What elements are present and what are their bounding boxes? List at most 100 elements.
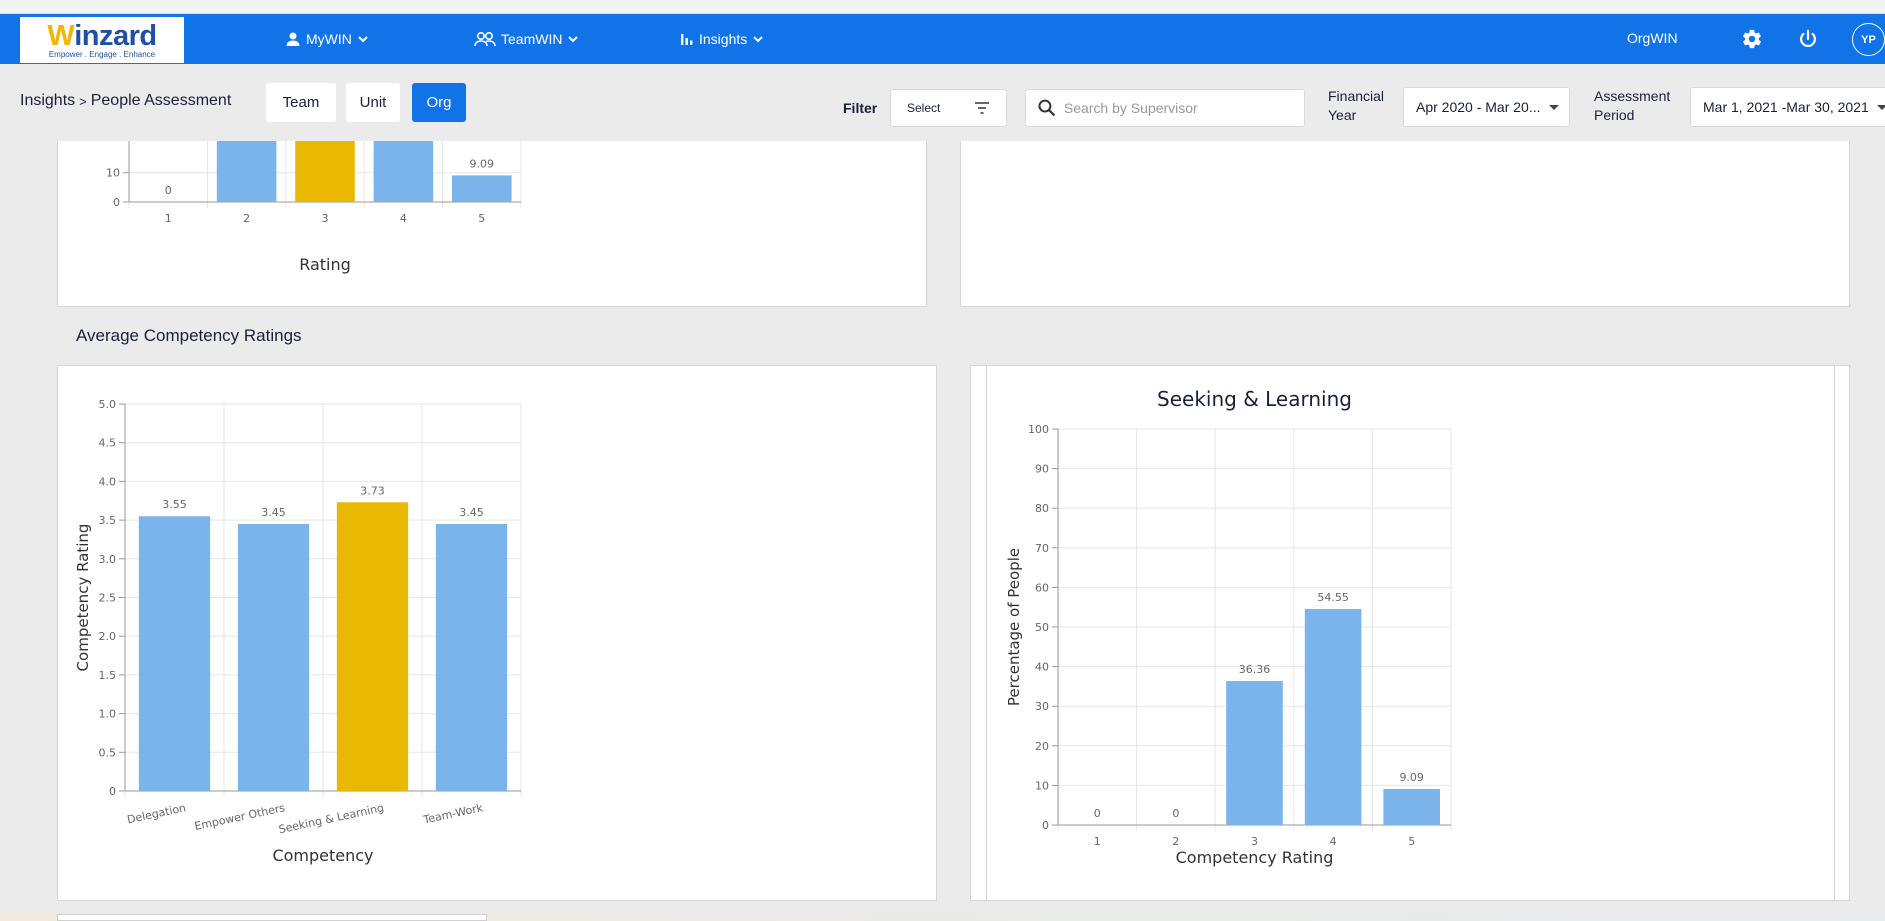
y-tick-label: 20	[1035, 740, 1049, 753]
winzard-logo[interactable]: Winzard Empower . Engage . Enhance	[20, 17, 184, 63]
bar-4	[1304, 608, 1362, 825]
x-tick-label: 3	[322, 212, 329, 225]
x-tick-label: 4	[400, 212, 407, 225]
avg-competency-card: 0 0.5 1.0 1.5 2.0 2.5 3.0 3.5 4.0 4.5 5.0 3.55 Deleg…	[57, 365, 937, 901]
x-tick-label: 5	[1408, 835, 1415, 848]
bar-value-label: 0	[165, 184, 172, 197]
x-tick-label: Empower Others	[193, 801, 286, 833]
y-tick-label: 100	[1028, 423, 1049, 436]
y-tick-label: 0	[1042, 819, 1049, 832]
assessment-period-value: Mar 1, 2021 -Mar 30, 2021	[1703, 99, 1869, 115]
y-tick-label: 2.0	[99, 630, 117, 643]
scope-tab-team[interactable]: Team	[266, 83, 336, 122]
chevron-down-icon	[568, 36, 579, 43]
bar-4	[435, 523, 508, 791]
bar-value-label: 9.09	[470, 157, 495, 170]
nav-insights-label: Insights	[699, 31, 748, 47]
bar-value-label: 54.55	[1317, 591, 1349, 604]
competency-detail-card: 0 10 20 30 40 50 60 70 80 90 100 0 1 0 2 36.36 3 54.55 4 9.…	[970, 365, 1850, 901]
nav-orgwin[interactable]: OrgWIN	[1627, 30, 1678, 46]
bar-value-label: 3.73	[360, 484, 385, 497]
bar-value-label: 0	[1094, 807, 1101, 820]
logo-wordmark: Winzard	[47, 20, 157, 52]
x-axis-label: Competency	[272, 846, 373, 865]
breadcrumb-parent[interactable]: Insights	[20, 92, 76, 109]
bar-2	[237, 523, 310, 791]
y-tick-label: 3.5	[99, 514, 117, 527]
scope-tab-unit[interactable]: Unit	[346, 83, 400, 122]
x-tick-label: 1	[1094, 835, 1101, 848]
y-tick-label: 40	[1035, 661, 1049, 674]
assessment-period-label-line1: Assessment	[1594, 88, 1671, 104]
bar-value-label: 3.45	[261, 506, 286, 519]
bar-3	[295, 141, 355, 202]
gear-icon	[1743, 29, 1761, 49]
y-tick-label: 2.5	[99, 592, 117, 605]
y-axis-label: Percentage of People	[1005, 548, 1023, 706]
x-axis-label: Competency Rating	[1176, 848, 1334, 867]
x-tick-label: 3	[1251, 835, 1258, 848]
search-icon	[1038, 99, 1056, 117]
competency-detail-inner-panel: 0 10 20 30 40 50 60 70 80 90 100 0 1 0 2 36.36 3 54.55 4 9.…	[986, 366, 1835, 901]
financial-year-value: Apr 2020 - Mar 20...	[1416, 99, 1541, 115]
logout-button[interactable]	[1796, 27, 1820, 51]
y-tick-label: 4.0	[99, 475, 117, 488]
bar-5	[452, 175, 512, 202]
y-tick-label: 4.5	[99, 437, 117, 450]
assessment-period-label: Assessment Period	[1594, 87, 1670, 125]
seeking-learning-chart: 0102030405060708090100010236.36354.5549.…	[1005, 387, 1452, 867]
breadcrumb-current: People Assessment	[90, 92, 232, 109]
user-avatar[interactable]: YP	[1852, 23, 1885, 56]
nav-insights[interactable]: Insights	[680, 28, 764, 50]
chart-title: Seeking & Learning	[1157, 387, 1352, 411]
assessment-period-dropdown[interactable]: Mar 1, 2021 -Mar 30, 2021	[1690, 87, 1885, 127]
empty-chart-card	[960, 141, 1850, 307]
financial-year-label: Financial Year	[1328, 87, 1384, 125]
financial-year-label-line1: Financial	[1328, 88, 1385, 104]
nav-mywin-label: MyWIN	[306, 31, 352, 47]
x-tick-label: Seeking & Learning	[278, 801, 386, 836]
y-tick-label: 60	[1035, 581, 1049, 594]
top-navigation-bar	[0, 14, 1885, 64]
power-icon	[1800, 29, 1816, 48]
bottom-strip	[0, 913, 1885, 921]
x-tick-label: 5	[478, 212, 485, 225]
y-axis-label: Competency Rating	[74, 524, 92, 672]
bar-value-label: 3.55	[162, 498, 187, 511]
y-tick-label: 50	[1035, 621, 1049, 634]
assessment-period-label-line2: Period	[1594, 107, 1635, 123]
x-tick-label: 1	[165, 212, 172, 225]
avg-competency-chart: 0 0.5 1.0 1.5 2.0 2.5 3.0 3.5 4.0 4.5 5.0 3.55 Deleg…	[74, 398, 522, 865]
y-tick-label: 0.5	[99, 746, 117, 759]
nav-teamwin[interactable]: TeamWIN	[474, 28, 579, 50]
bar-3	[336, 502, 409, 791]
x-axis-label: Rating	[299, 255, 351, 274]
financial-year-dropdown[interactable]: Apr 2020 - Mar 20...	[1403, 87, 1570, 127]
filter-label: Filter	[843, 100, 878, 116]
bar-1	[138, 516, 211, 791]
x-tick-label: 4	[1330, 835, 1337, 848]
y-tick-label: 1.5	[99, 669, 117, 682]
section-title: Average Competency Ratings	[76, 326, 302, 345]
rating-distribution-card: 0 10 0 1 2 3 4 9.09 5 Rating	[57, 141, 927, 307]
bar-4	[373, 141, 434, 202]
settings-button[interactable]	[1740, 27, 1764, 51]
y-tick-label: 70	[1035, 542, 1049, 555]
y-tick-label: 10	[106, 167, 120, 180]
nav-mywin[interactable]: MyWIN	[285, 28, 369, 50]
scope-tab-org[interactable]: Org	[412, 83, 466, 122]
y-tick-label: 3.0	[99, 553, 117, 566]
search-input[interactable]	[1063, 100, 1292, 116]
y-tick-label: 10	[1035, 779, 1049, 792]
browser-top-strip	[0, 0, 1885, 14]
bar-5	[1383, 789, 1440, 825]
filter-select[interactable]: Select	[890, 89, 1007, 127]
x-tick-label: Team-Work	[421, 801, 484, 827]
supervisor-search[interactable]	[1025, 89, 1305, 127]
bar-chart-icon	[681, 34, 693, 45]
y-tick-label: 30	[1035, 700, 1049, 713]
y-tick-label: 5.0	[99, 398, 117, 411]
x-tick-label: 2	[1172, 835, 1179, 848]
y-tick-label: 0	[109, 785, 116, 798]
chevron-down-icon	[753, 36, 763, 43]
